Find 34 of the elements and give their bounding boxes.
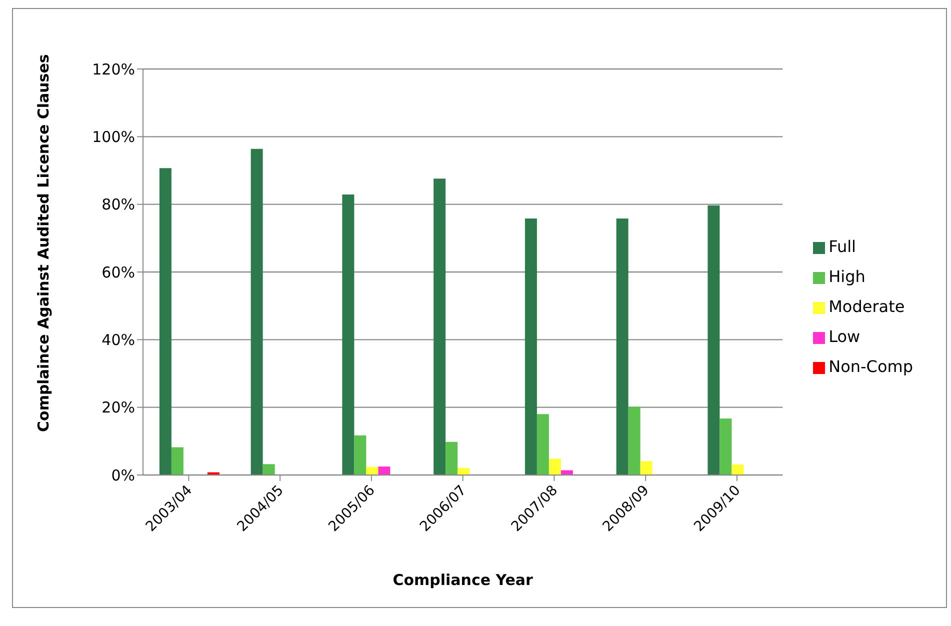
- legend-label: Low: [828, 327, 860, 346]
- y-tick-label: 100%: [92, 128, 135, 146]
- bar: [262, 464, 275, 475]
- bar: [171, 447, 184, 475]
- x-axis-title: Compliance Year: [392, 571, 534, 589]
- y-axis-title: Complaince Against Audited Licence Clauses: [34, 54, 52, 432]
- y-tick-label: 120%: [92, 60, 135, 78]
- legend-label: Moderate: [828, 297, 905, 316]
- bar: [378, 466, 390, 475]
- legend-label: Full: [828, 237, 856, 256]
- y-tick-label: 60%: [102, 263, 135, 282]
- bar: [342, 194, 354, 475]
- y-tick-label: 80%: [102, 196, 135, 214]
- bar: [616, 218, 628, 475]
- bar: [250, 148, 263, 475]
- y-tick-label: 0%: [111, 466, 135, 484]
- bar: [732, 464, 744, 475]
- bar: [708, 205, 720, 475]
- bar: [640, 461, 652, 475]
- bar: [446, 442, 458, 475]
- bar: [434, 178, 446, 475]
- bar: [354, 435, 366, 475]
- bar: [720, 418, 732, 475]
- legend-label: Non-Comp: [828, 357, 913, 376]
- bar: [458, 468, 470, 475]
- legend-label: High: [828, 267, 866, 286]
- y-tick-label: 20%: [102, 398, 135, 417]
- bar: [536, 414, 549, 475]
- bar: [628, 406, 640, 475]
- bar: [548, 458, 561, 475]
- y-tick-label: 40%: [102, 330, 135, 349]
- bar: [159, 168, 172, 475]
- bar: [366, 466, 378, 475]
- bar: [524, 218, 537, 475]
